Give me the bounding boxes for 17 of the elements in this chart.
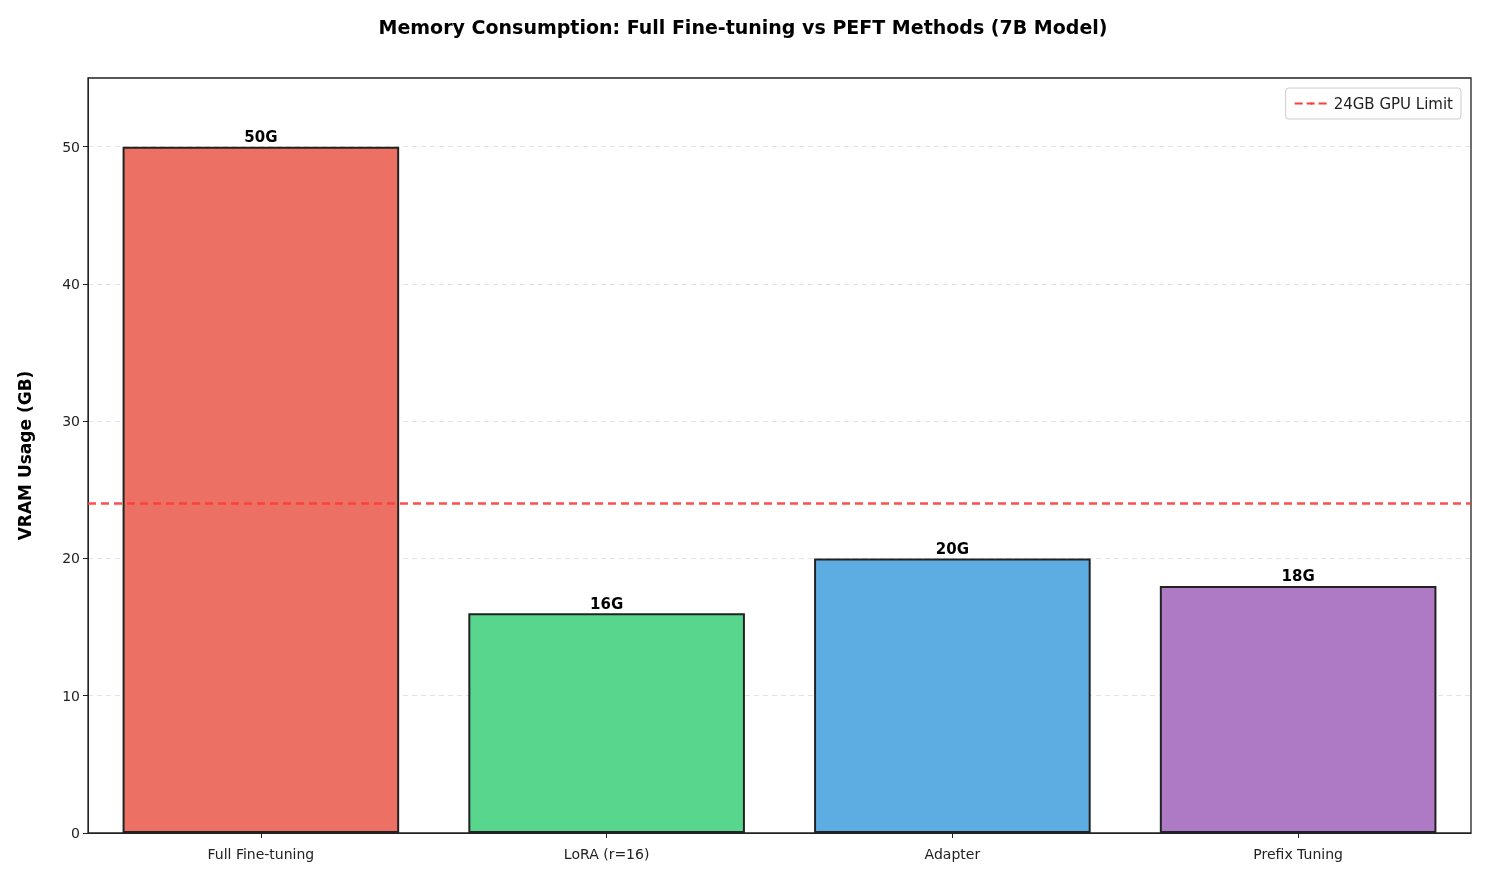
y-axis-title: VRAM Usage (GB): [14, 370, 35, 541]
data-label: 16G: [590, 594, 624, 613]
y-tick-label: 50: [62, 138, 80, 155]
x-tick-label: LoRA (r=16): [563, 846, 650, 862]
x-tick-label: Adapter: [924, 846, 981, 862]
y-tick-label: 0: [71, 825, 80, 841]
y-tick-label: 20: [62, 550, 80, 567]
y-tick-label: 40: [62, 275, 80, 292]
x-tick-label: Prefix Tuning: [1253, 846, 1343, 862]
data-label: 50G: [244, 128, 278, 147]
legend-label: 24GB GPU Limit: [1333, 94, 1454, 113]
chart-title: Memory Consumption: Full Fine-tuning vs PEFT Methods (7B Model): [378, 15, 1108, 38]
y-tick-label: 10: [62, 687, 80, 704]
data-label: 20G: [935, 539, 969, 558]
data-label: 18G: [1281, 567, 1315, 586]
x-tick-label: Full Fine-tuning: [207, 846, 315, 862]
y-tick-label: 30: [62, 413, 80, 430]
